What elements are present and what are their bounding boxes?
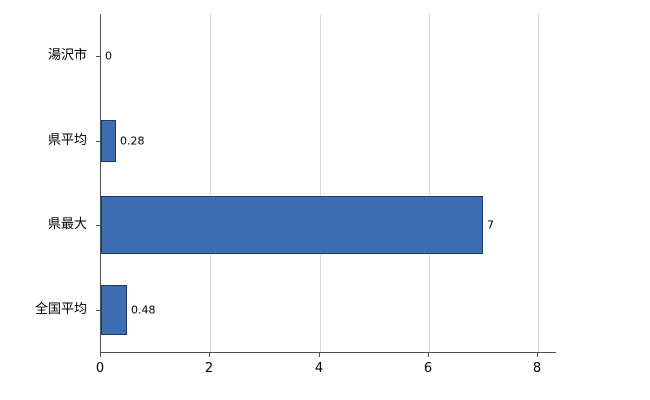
gridline bbox=[320, 14, 321, 352]
plot-area: 0 0.28 7 0.48 bbox=[100, 14, 556, 353]
category-label: 県平均 bbox=[47, 133, 87, 148]
category-label: 全国平均 bbox=[34, 302, 87, 317]
bar bbox=[101, 285, 127, 335]
x-tick-label: 0 bbox=[95, 361, 105, 376]
x-axis-tick bbox=[319, 353, 320, 357]
gridline bbox=[429, 14, 430, 352]
y-axis-tick bbox=[96, 225, 100, 226]
bar-value-label: 0.48 bbox=[131, 303, 156, 317]
x-axis-tick bbox=[537, 353, 538, 357]
x-axis-tick bbox=[100, 353, 101, 357]
gridline bbox=[538, 14, 539, 352]
bar bbox=[101, 120, 116, 162]
x-axis-tick bbox=[209, 353, 210, 357]
y-axis-tick bbox=[96, 310, 100, 311]
y-axis-tick bbox=[96, 56, 100, 57]
y-axis-tick bbox=[96, 141, 100, 142]
bar-value-label: 0 bbox=[105, 49, 112, 63]
bar-value-label: 7 bbox=[487, 218, 494, 232]
bar-value-label: 0.28 bbox=[120, 134, 145, 148]
bar bbox=[101, 196, 483, 254]
x-tick-label: 6 bbox=[423, 361, 433, 376]
category-label: 湯沢市 bbox=[47, 48, 87, 63]
category-label: 県最大 bbox=[47, 217, 87, 232]
x-tick-label: 2 bbox=[204, 361, 214, 376]
gridline bbox=[210, 14, 211, 352]
x-tick-label: 8 bbox=[532, 361, 542, 376]
x-tick-label: 4 bbox=[314, 361, 324, 376]
x-axis-tick bbox=[428, 353, 429, 357]
